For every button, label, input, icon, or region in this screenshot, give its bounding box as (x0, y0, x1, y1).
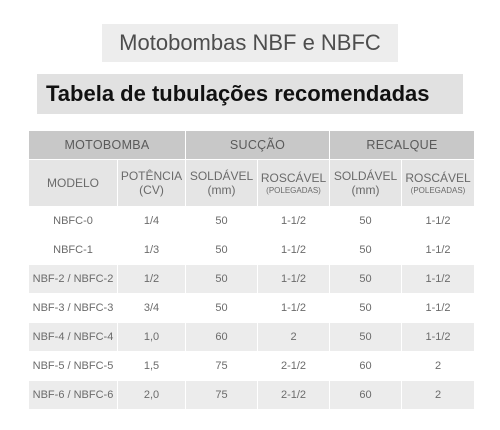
cell-modelo: NBF-3 / NBFC-3 (28, 293, 118, 323)
page-title: Motobombas NBF e NBFC (102, 24, 398, 62)
cell-potencia: 1/4 (117, 206, 186, 236)
cell-modelo: NBFC-1 (28, 235, 118, 265)
cell-potencia: 3/4 (117, 293, 186, 323)
cell-succao-soldavel: 75 (185, 380, 258, 410)
cell-potencia: 1/2 (117, 264, 186, 294)
group-header-succao: SUCÇÃO (185, 130, 330, 160)
cell-succao-roscavel: 1-1/2 (257, 235, 330, 265)
column-header-recalque-soldavel: SOLDÁVEL (mm) (329, 159, 402, 207)
column-header-succao-soldavel: SOLDÁVEL (mm) (185, 159, 258, 207)
column-header-potencia: POTÊNCIA (CV) (117, 159, 186, 207)
cell-modelo: NBF-5 / NBFC-5 (28, 351, 118, 381)
cell-succao-soldavel: 60 (185, 322, 258, 352)
cell-potencia: 1/3 (117, 235, 186, 265)
cell-recalque-soldavel: 60 (329, 351, 402, 381)
column-header-recalque-roscavel-line1: ROSCÁVEL (405, 170, 471, 185)
cell-succao-roscavel: 1-1/2 (257, 293, 330, 323)
column-header-succao-roscavel: ROSCÁVEL (POLEGADAS) (257, 159, 330, 207)
cell-modelo: NBF-6 / NBFC-6 (28, 380, 118, 410)
column-header-recalque-soldavel-line2: (mm) (351, 183, 380, 197)
cell-recalque-roscavel: 2 (400, 380, 476, 410)
table-row: NBF-4 / NBFC-4 1,0 60 2 50 1-1/2 (28, 322, 476, 352)
column-header-potencia-line1: POTÊNCIA (120, 169, 183, 183)
cell-recalque-soldavel: 50 (329, 206, 402, 236)
cell-succao-roscavel: 1-1/2 (257, 264, 330, 294)
table-title: Tabela de tubulações recomendadas (37, 74, 463, 114)
cell-recalque-roscavel: 1-1/2 (400, 235, 476, 265)
table-row: NBF-6 / NBFC-6 2,0 75 2-1/2 60 2 (28, 380, 476, 410)
table-row: NBF-2 / NBFC-2 1/2 50 1-1/2 50 1-1/2 (28, 264, 476, 294)
cell-modelo: NBF-4 / NBFC-4 (28, 322, 118, 352)
table-row: NBFC-1 1/3 50 1-1/2 50 1-1/2 (28, 235, 476, 265)
cell-succao-roscavel: 1-1/2 (257, 206, 330, 236)
column-header-recalque-soldavel-line1: SOLDÁVEL (333, 169, 398, 183)
column-header-succao-soldavel-line1: SOLDÁVEL (189, 169, 254, 183)
column-header-succao-roscavel-line1: ROSCÁVEL (260, 170, 327, 185)
group-header-row: MOTOBOMBA SUCÇÃO RECALQUE (28, 130, 476, 160)
column-header-potencia-line2: (CV) (139, 183, 164, 197)
column-header-succao-roscavel-line2: (POLEGADAS) (266, 185, 321, 195)
cell-recalque-roscavel: 1-1/2 (400, 293, 476, 323)
cell-potencia: 1,0 (117, 322, 186, 352)
table-row: NBF-3 / NBFC-3 3/4 50 1-1/2 50 1-1/2 (28, 293, 476, 323)
recommended-pipes-table: MOTOBOMBA SUCÇÃO RECALQUE MODELO POTÊNCI… (28, 130, 476, 410)
column-header-recalque-roscavel-line2: (POLEGADAS) (410, 185, 466, 195)
column-header-recalque-roscavel: ROSCÁVEL (POLEGADAS) (400, 159, 476, 207)
column-header-row: MODELO POTÊNCIA (CV) SOLDÁVEL (mm) ROSCÁ… (28, 159, 476, 207)
column-header-modelo: MODELO (28, 159, 118, 207)
cell-succao-soldavel: 75 (185, 351, 258, 381)
cell-recalque-soldavel: 60 (329, 380, 402, 410)
cell-succao-roscavel: 2 (257, 322, 330, 352)
cell-succao-soldavel: 50 (185, 293, 258, 323)
cell-recalque-roscavel: 1-1/2 (400, 264, 476, 294)
cell-recalque-roscavel: 2 (400, 351, 476, 381)
cell-recalque-soldavel: 50 (329, 264, 402, 294)
cell-modelo: NBFC-0 (28, 206, 118, 236)
cell-potencia: 2,0 (117, 380, 186, 410)
cell-recalque-roscavel: 1-1/2 (400, 206, 476, 236)
cell-recalque-soldavel: 50 (329, 322, 402, 352)
table-row: NBFC-0 1/4 50 1-1/2 50 1-1/2 (28, 206, 476, 236)
cell-succao-soldavel: 50 (185, 264, 258, 294)
cell-modelo: NBF-2 / NBFC-2 (28, 264, 118, 294)
cell-succao-soldavel: 50 (185, 206, 258, 236)
cell-recalque-soldavel: 50 (329, 235, 402, 265)
group-header-motobomba: MOTOBOMBA (28, 130, 186, 160)
cell-succao-roscavel: 2-1/2 (257, 351, 330, 381)
column-header-succao-soldavel-line2: (mm) (207, 183, 236, 197)
group-header-recalque: RECALQUE (328, 130, 476, 160)
cell-succao-soldavel: 50 (185, 235, 258, 265)
cell-potencia: 1,5 (117, 351, 186, 381)
cell-recalque-roscavel: 1-1/2 (400, 322, 476, 352)
cell-recalque-soldavel: 50 (329, 293, 402, 323)
cell-succao-roscavel: 2-1/2 (257, 380, 330, 410)
table-row: NBF-5 / NBFC-5 1,5 75 2-1/2 60 2 (28, 351, 476, 381)
